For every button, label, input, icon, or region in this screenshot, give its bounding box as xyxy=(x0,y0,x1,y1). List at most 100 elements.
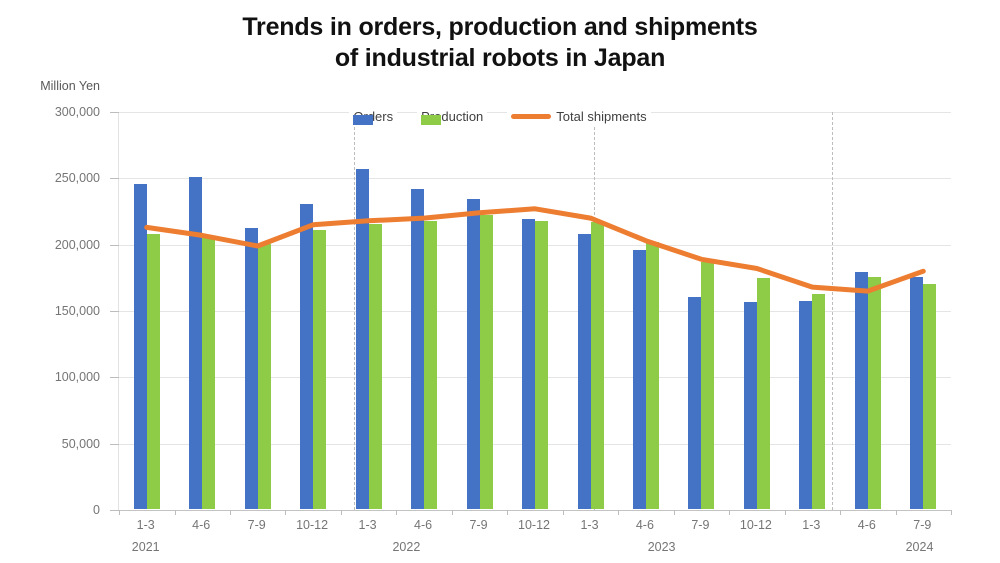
y-axis-tick xyxy=(110,244,119,246)
legend-item-production: Production xyxy=(417,107,488,126)
y-tick-label: 50,000 xyxy=(61,436,100,451)
y-tick-label: 300,000 xyxy=(54,105,100,119)
orders-bar xyxy=(411,189,425,509)
y-tick-label: 150,000 xyxy=(54,304,100,318)
production-bar xyxy=(424,221,438,509)
quarter-label: 10-12 xyxy=(296,518,329,532)
y-axis-tick xyxy=(110,311,119,312)
orders-bar xyxy=(466,198,480,509)
orders-swatch xyxy=(353,115,374,125)
orders-bar xyxy=(244,227,258,509)
orders-bar xyxy=(577,234,591,509)
orders-bar xyxy=(133,184,147,509)
production-bar xyxy=(701,262,715,509)
orders-bar xyxy=(632,250,646,509)
y-tick-label: 100,000 xyxy=(54,370,100,385)
y-axis-tick xyxy=(110,112,119,113)
quarter-label: 7-9 xyxy=(247,518,266,532)
orders-bar xyxy=(743,302,757,509)
quarter-label: 1-3 xyxy=(136,518,155,532)
gridline xyxy=(119,178,951,180)
legend-item-orders: Orders xyxy=(349,107,398,126)
legend: Orders Production Total shipments xyxy=(0,107,1000,126)
y-axis-tick xyxy=(110,178,119,180)
x-axis-tick xyxy=(729,510,731,515)
production-bar xyxy=(923,283,937,509)
production-bar xyxy=(368,223,382,509)
legend-label-total-shipments: Total shipments xyxy=(556,109,647,124)
production-bar xyxy=(867,276,881,509)
orders-bar xyxy=(300,203,314,509)
quarter-label: 4-6 xyxy=(414,518,433,532)
y-tick-label: 0 xyxy=(93,503,100,517)
quarter-label: 7-9 xyxy=(691,518,710,532)
production-bar xyxy=(812,294,826,509)
production-bar xyxy=(590,222,604,509)
year-label: 2021 xyxy=(131,540,160,554)
x-axis-tick xyxy=(618,510,620,515)
x-axis-tick xyxy=(285,510,287,515)
x-axis-tick xyxy=(673,510,675,515)
quarter-label: 4-6 xyxy=(857,518,876,532)
x-axis-labels: 1-3 4-6 7-9 10-12 1-3 4-6 7-9 10-12 1-3 4-6 7-9 10-… xyxy=(118,510,950,563)
x-axis-tick xyxy=(119,510,120,515)
orders-bar xyxy=(189,177,203,509)
y-axis-tick xyxy=(110,377,119,379)
orders-bar xyxy=(688,296,702,509)
quarter-label: 1-3 xyxy=(802,518,821,532)
year-separator-line xyxy=(832,112,833,510)
plot-area xyxy=(110,112,952,515)
year-separator-line xyxy=(353,112,355,510)
x-axis-tick xyxy=(396,510,398,515)
total-shipments-polyline xyxy=(144,206,926,294)
x-axis-line xyxy=(119,510,951,511)
x-axis-tick xyxy=(562,510,564,515)
y-axis-tick xyxy=(110,443,119,445)
production-bar xyxy=(535,221,548,509)
production-bar xyxy=(257,243,271,509)
x-axis-tick xyxy=(840,510,842,515)
quarter-label: 7-9 xyxy=(913,518,932,532)
chart-title: Trends in orders, production and shipmen… xyxy=(0,12,1000,74)
orders-bar xyxy=(799,300,813,509)
x-axis-tick xyxy=(451,510,453,515)
y-axis-tick xyxy=(110,510,119,511)
x-axis-tick xyxy=(951,510,952,515)
production-bar xyxy=(313,230,327,509)
quarter-label: 1-3 xyxy=(580,518,599,532)
quarter-label: 1-3 xyxy=(358,518,377,532)
y-axis-unit-label: Million Yen xyxy=(40,79,100,93)
production-bar xyxy=(645,242,659,509)
orders-bar xyxy=(910,276,924,509)
year-label: 2023 xyxy=(647,540,676,554)
total-shipments-line xyxy=(144,206,926,294)
quarter-label: 4-6 xyxy=(635,518,654,532)
y-tick-label: 200,000 xyxy=(54,237,100,252)
x-axis-tick xyxy=(784,510,786,515)
production-bar xyxy=(146,234,160,509)
x-axis-tick xyxy=(507,510,509,515)
quarter-label: 4-6 xyxy=(192,518,211,532)
y-tick-label: 250,000 xyxy=(54,171,100,186)
chart-title-line2: of industrial robots in Japan xyxy=(334,44,666,72)
y-axis-labels: 300,000 250,000 200,000 150,000 100,000 50,00… xyxy=(0,105,100,517)
quarter-label: 7-9 xyxy=(469,518,488,532)
x-axis-tick xyxy=(229,510,231,515)
chart-title-line1: Trends in orders, production and shipmen… xyxy=(242,13,758,41)
production-bar xyxy=(202,235,216,509)
total-shipments-swatch xyxy=(511,114,552,119)
orders-bar xyxy=(854,271,868,509)
orders-bar xyxy=(355,169,369,509)
legend-item-total-shipments: Total shipments xyxy=(507,107,651,126)
x-axis-tick xyxy=(895,510,897,515)
production-swatch xyxy=(421,115,442,125)
orders-bar xyxy=(522,218,535,509)
x-axis-tick xyxy=(340,510,342,515)
quarter-label: 10-12 xyxy=(518,518,550,532)
year-label: 2022 xyxy=(392,540,421,554)
production-bar xyxy=(479,214,493,509)
quarter-label: 10-12 xyxy=(739,518,772,532)
production-bar xyxy=(756,278,770,509)
year-label: 2024 xyxy=(905,540,934,554)
x-axis-tick xyxy=(174,510,176,515)
